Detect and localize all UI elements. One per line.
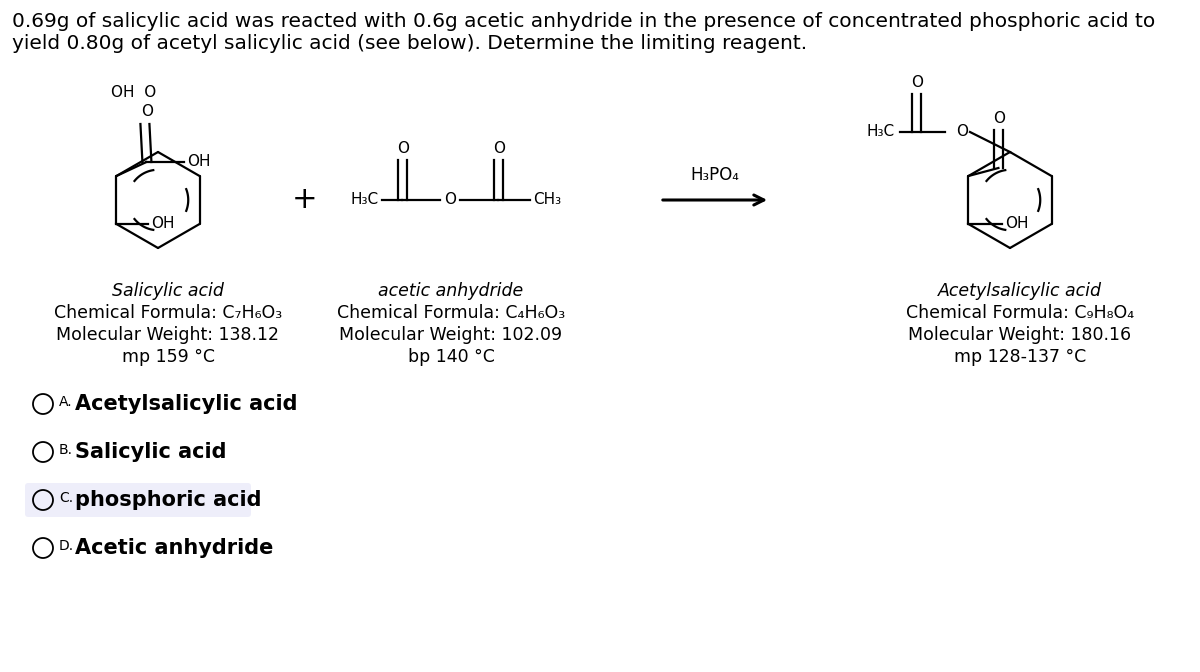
Text: D.: D. [59,539,74,553]
FancyBboxPatch shape [25,483,251,517]
Text: O: O [444,192,456,208]
Text: Molecular Weight: 180.16: Molecular Weight: 180.16 [908,326,1132,344]
Text: O: O [493,141,505,156]
Text: Acetic anhydride: Acetic anhydride [74,538,274,558]
Text: B.: B. [59,443,73,457]
Text: Acetylsalicylic acid: Acetylsalicylic acid [74,394,298,414]
Text: O: O [911,75,923,90]
Text: 0.69g of salicylic acid was reacted with 0.6g acetic anhydride in the presence o: 0.69g of salicylic acid was reacted with… [12,12,1156,31]
Text: O: O [142,104,154,119]
Text: OH: OH [1006,216,1028,231]
Text: Chemical Formula: C₇H₆O₃: Chemical Formula: C₇H₆O₃ [54,304,282,322]
Text: Molecular Weight: 102.09: Molecular Weight: 102.09 [340,326,563,344]
Text: OH  O: OH O [112,85,157,100]
Text: Chemical Formula: C₉H₈O₄: Chemical Formula: C₉H₈O₄ [906,304,1134,322]
Text: Chemical Formula: C₄H₆O₃: Chemical Formula: C₄H₆O₃ [337,304,565,322]
Text: bp 140 °C: bp 140 °C [408,348,494,366]
Text: H₃C: H₃C [866,124,895,140]
Text: Molecular Weight: 138.12: Molecular Weight: 138.12 [56,326,280,344]
Text: yield 0.80g of acetyl salicylic acid (see below). Determine the limiting reagent: yield 0.80g of acetyl salicylic acid (se… [12,34,808,53]
Text: H₃PO₄: H₃PO₄ [690,166,739,184]
Text: mp 128-137 °C: mp 128-137 °C [954,348,1086,366]
Text: mp 159 °C: mp 159 °C [121,348,215,366]
Text: Salicylic acid: Salicylic acid [112,282,224,300]
Text: H₃C: H₃C [350,192,378,208]
Text: O: O [956,124,968,140]
Text: OH: OH [151,216,175,231]
Text: CH₃: CH₃ [533,192,562,208]
Text: O: O [994,111,1006,126]
Text: O: O [397,141,409,156]
Text: phosphoric acid: phosphoric acid [74,490,262,510]
Text: Acetylsalicylic acid: Acetylsalicylic acid [938,282,1102,300]
Text: Salicylic acid: Salicylic acid [74,442,227,462]
Text: A.: A. [59,395,73,409]
Text: OH: OH [187,155,211,169]
Text: +: + [292,185,318,214]
Text: acetic anhydride: acetic anhydride [378,282,523,300]
Text: C.: C. [59,491,73,505]
